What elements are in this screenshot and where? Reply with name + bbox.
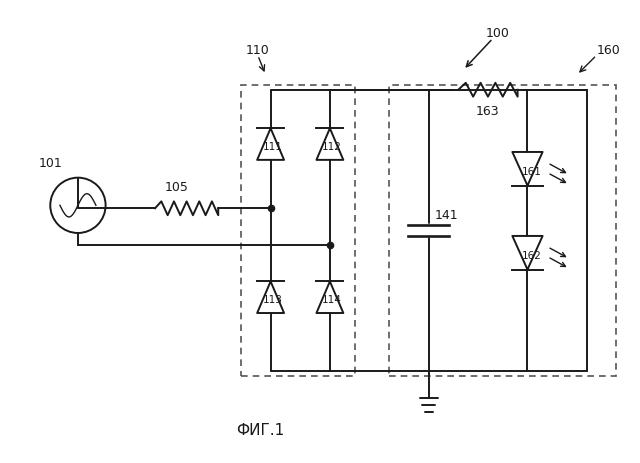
Bar: [241, 85, 355, 376]
Text: 161: 161: [522, 167, 541, 177]
Text: 114: 114: [322, 295, 342, 305]
Text: 101: 101: [38, 157, 62, 170]
Text: 160: 160: [596, 44, 620, 56]
Text: 110: 110: [246, 44, 269, 56]
Text: 105: 105: [165, 181, 189, 194]
Text: 112: 112: [322, 142, 342, 152]
Text: ФИГ.1: ФИГ.1: [237, 423, 285, 438]
Text: 141: 141: [435, 209, 458, 222]
Text: 163: 163: [476, 105, 500, 118]
Text: 162: 162: [522, 250, 541, 261]
Text: 111: 111: [262, 142, 282, 152]
Text: 100: 100: [486, 27, 510, 40]
Bar: [389, 85, 616, 376]
Text: 113: 113: [262, 295, 282, 305]
